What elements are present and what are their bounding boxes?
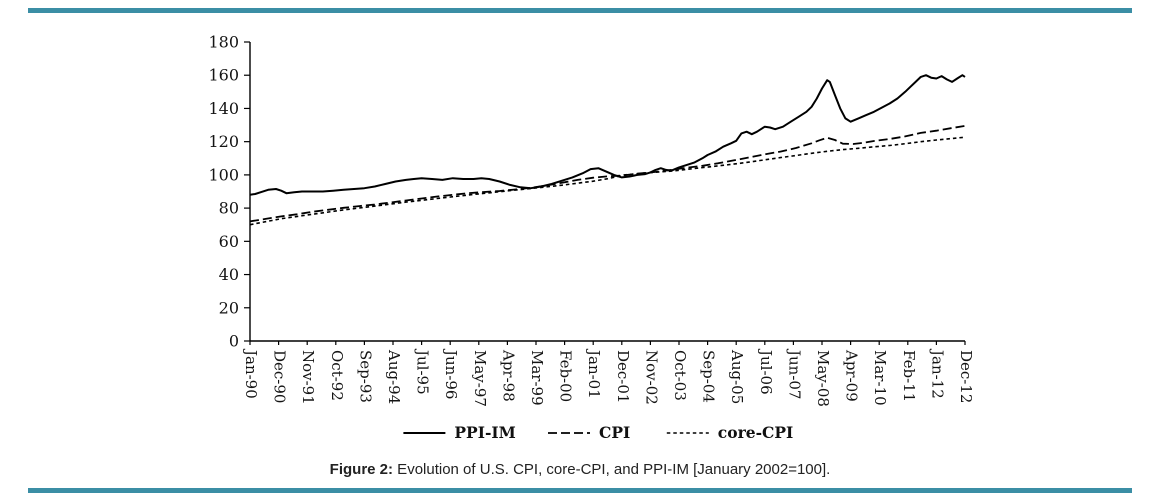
y-tick-label: 0 bbox=[229, 332, 239, 351]
x-tick-label: Apr-98 bbox=[499, 349, 517, 402]
x-tick-label: Jan-12 bbox=[928, 348, 946, 399]
legend-item-ppi-im: PPI-IM bbox=[403, 423, 516, 442]
x-tick-label: Jun-07 bbox=[785, 348, 803, 400]
series-ppi-im bbox=[249, 74, 966, 196]
figure-caption-prefix: Figure 2: bbox=[329, 461, 394, 478]
legend: PPI-IM CPI core-CPI bbox=[403, 423, 793, 442]
x-axis-labels: Jan-90 Dec-90 Nov-91 Oct-92 Sep-93 Aug-94 Jul-… bbox=[242, 341, 975, 407]
x-tick-label: Dec-12 bbox=[957, 350, 975, 403]
line-chart: 0 20 40 60 80 100 120 140 160 180 Jan-90 Dec-90 Nov-… bbox=[208, 33, 975, 443]
y-tick-label: 40 bbox=[219, 265, 239, 284]
x-tick-label: May-08 bbox=[814, 350, 832, 407]
x-tick-label: Aug-05 bbox=[728, 349, 746, 404]
series-cpi bbox=[249, 125, 966, 223]
x-tick-label: Aug-94 bbox=[385, 349, 403, 404]
y-tick-label: 100 bbox=[208, 165, 239, 184]
figure-caption: Figure 2: Evolution of U.S. CPI, core-CP… bbox=[0, 461, 1160, 478]
x-tick-label: Mar-10 bbox=[871, 350, 889, 406]
x-tick-label: Dec-90 bbox=[271, 350, 289, 403]
y-tick-label: 180 bbox=[208, 33, 239, 52]
x-tick-label: Jan-01 bbox=[585, 348, 603, 399]
figure-caption-body: Evolution of U.S. CPI, core-CPI, and PPI… bbox=[393, 461, 831, 478]
x-tick-label: Feb-00 bbox=[557, 350, 575, 402]
x-tick-label: Jul-06 bbox=[757, 348, 775, 395]
legend-label-ppi-im: PPI-IM bbox=[454, 423, 515, 442]
y-tick-label: 120 bbox=[208, 132, 239, 151]
x-tick-label: Jan-90 bbox=[242, 348, 260, 399]
series-line-cpi bbox=[249, 125, 966, 223]
y-tick-label: 80 bbox=[219, 199, 239, 218]
y-tick-label: 60 bbox=[219, 232, 239, 251]
x-tick-label: Oct-92 bbox=[328, 350, 346, 401]
figure-chart-area: 0 20 40 60 80 100 120 140 160 180 Jan-90 Dec-90 Nov-… bbox=[208, 33, 975, 443]
series-core-cpi bbox=[249, 136, 966, 226]
legend-label-cpi: CPI bbox=[599, 423, 630, 442]
axes bbox=[249, 42, 965, 342]
legend-item-core-cpi: core-CPI bbox=[666, 423, 793, 442]
legend-label-core-cpi: core-CPI bbox=[718, 423, 793, 442]
series-line-core-cpi bbox=[249, 136, 966, 226]
legend-item-cpi: CPI bbox=[548, 423, 630, 442]
x-tick-label: Nov-02 bbox=[642, 350, 660, 405]
x-tick-label: Dec-01 bbox=[614, 350, 632, 403]
y-tick-label: 20 bbox=[219, 298, 239, 317]
y-axis-labels: 0 20 40 60 80 100 120 140 160 180 bbox=[208, 33, 250, 351]
x-tick-label: Jun-96 bbox=[442, 348, 460, 400]
x-tick-label: Sep-93 bbox=[356, 350, 374, 403]
series-line-ppi-im bbox=[249, 74, 966, 196]
y-tick-label: 160 bbox=[208, 66, 239, 85]
y-tick-label: 140 bbox=[208, 99, 239, 118]
x-tick-label: Feb-11 bbox=[900, 350, 918, 402]
x-tick-label: Jul-95 bbox=[414, 348, 432, 395]
x-tick-label: Sep-04 bbox=[700, 350, 718, 403]
x-tick-label: Oct-03 bbox=[671, 350, 689, 401]
x-tick-label: May-97 bbox=[471, 350, 489, 407]
bottom-divider-rule bbox=[28, 488, 1132, 493]
top-divider-rule bbox=[28, 8, 1132, 13]
x-tick-label: Apr-09 bbox=[843, 349, 861, 402]
x-tick-label: Nov-91 bbox=[299, 350, 317, 405]
x-tick-label: Mar-99 bbox=[528, 350, 546, 406]
